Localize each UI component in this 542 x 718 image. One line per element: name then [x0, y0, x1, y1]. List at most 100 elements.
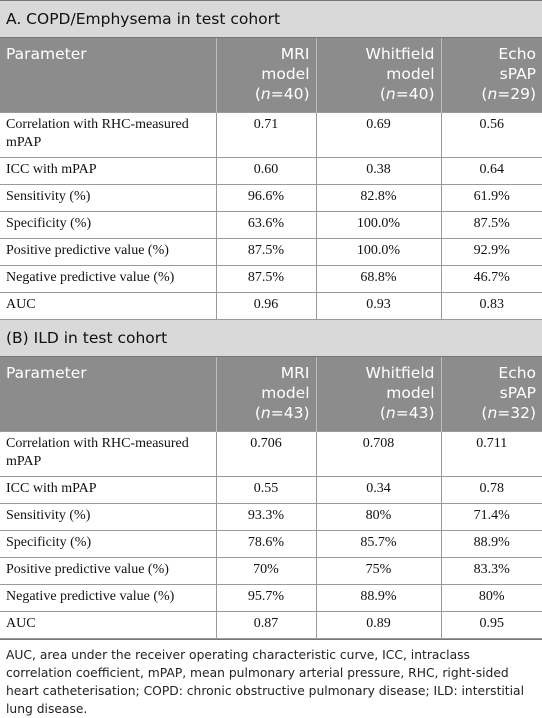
table-row: AUC 0.96 0.93 0.83	[0, 292, 542, 320]
row-value: 82.8%	[315, 184, 442, 212]
row-value: 0.55	[215, 476, 317, 504]
row-value: 0.34	[315, 476, 442, 504]
row-label: Positive predictive value (%)	[0, 238, 217, 266]
row-value: 61.9%	[440, 184, 542, 212]
header-line2: model	[261, 65, 310, 83]
header-line2: model	[261, 384, 310, 402]
row-value: 0.93	[315, 292, 442, 320]
header-n-label: n	[487, 85, 498, 103]
row-value: 0.706	[215, 431, 317, 477]
header-column: Echo sPAP (n=32)	[440, 356, 542, 432]
header-n-rest: =40)	[395, 85, 435, 103]
header-line1: Echo	[498, 364, 537, 382]
header-n-open: (	[254, 404, 261, 422]
header-n-open: (	[481, 404, 488, 422]
section-title-row: A. COPD/Emphysema in test cohort	[0, 0, 542, 38]
header-n-open: (	[379, 85, 386, 103]
row-value: 0.89	[315, 611, 442, 639]
table-row: Sensitivity (%) 93.3% 80% 71.4%	[0, 503, 542, 531]
row-value: 0.87	[215, 611, 317, 639]
header-row: Parameter MRI model (n=43) Whitfield model (n=…	[0, 356, 542, 432]
row-label: AUC	[0, 292, 217, 320]
row-value: 88.9%	[315, 584, 442, 612]
header-parameter: Parameter	[0, 37, 216, 113]
row-value: 80%	[440, 584, 542, 612]
row-value: 83.3%	[440, 557, 542, 585]
row-value: 0.60	[215, 157, 317, 185]
table-row: ICC with mPAP 0.60 0.38 0.64	[0, 157, 542, 185]
row-value: 70%	[215, 557, 317, 585]
row-value: 95.7%	[215, 584, 317, 612]
row-value: 0.95	[440, 611, 542, 639]
row-label: Positive predictive value (%)	[0, 557, 217, 585]
row-label: Correlation with RHC-measured mPAP	[0, 431, 217, 477]
row-label: Specificity (%)	[0, 211, 217, 239]
row-value: 0.56	[440, 112, 542, 158]
header-n-label: n	[385, 85, 396, 103]
header-row: Parameter MRI model (n=40) Whitfield model (n=…	[0, 37, 542, 113]
header-n-open: (	[481, 85, 488, 103]
header-n-label: n	[260, 404, 271, 422]
row-value: 0.711	[440, 431, 542, 477]
row-value: 87.5%	[215, 238, 317, 266]
header-parameter: Parameter	[0, 356, 216, 432]
header-column: MRI model (n=40)	[215, 37, 316, 113]
header-line2: sPAP	[499, 65, 537, 83]
row-value: 75%	[315, 557, 442, 585]
row-value: 0.64	[440, 157, 542, 185]
row-label: Correlation with RHC-measured mPAP	[0, 112, 217, 158]
row-value: 93.3%	[215, 503, 317, 531]
row-value: 85.7%	[315, 530, 442, 558]
header-n-rest: =29)	[497, 85, 537, 103]
row-value: 68.8%	[315, 265, 442, 293]
row-value: 0.69	[315, 112, 442, 158]
header-column: Whitfield model (n=40)	[315, 37, 441, 113]
row-label: Negative predictive value (%)	[0, 584, 217, 612]
row-value: 0.38	[315, 157, 442, 185]
table-row: Negative predictive value (%) 87.5% 68.8% 4…	[0, 265, 542, 293]
header-column: Echo sPAP (n=29)	[440, 37, 542, 113]
table-row: Positive predictive value (%) 87.5% 100.0%…	[0, 238, 542, 266]
header-n-rest: =40)	[270, 85, 310, 103]
header-n-label: n	[385, 404, 396, 422]
table-row: Negative predictive value (%) 95.7% 88.9% 8…	[0, 584, 542, 612]
row-value: 92.9%	[440, 238, 542, 266]
header-n: (n=40)	[223, 84, 310, 104]
row-label: Sensitivity (%)	[0, 503, 217, 531]
header-n-rest: =43)	[395, 404, 435, 422]
row-label: AUC	[0, 611, 217, 639]
row-value: 0.71	[215, 112, 317, 158]
row-label: ICC with mPAP	[0, 476, 217, 504]
row-value: 80%	[315, 503, 442, 531]
row-label: ICC with mPAP	[0, 157, 217, 185]
row-value: 46.7%	[440, 265, 542, 293]
header-n-open: (	[379, 404, 386, 422]
row-value: 0.78	[440, 476, 542, 504]
row-value: 100.0%	[315, 238, 442, 266]
header-line1: MRI	[280, 364, 310, 382]
row-value: 96.6%	[215, 184, 317, 212]
row-value: 87.5%	[215, 265, 317, 293]
table-row: Positive predictive value (%) 70% 75% 83.3%	[0, 557, 542, 585]
results-table: A. COPD/Emphysema in test cohort Paramete…	[0, 0, 542, 639]
header-n: (n=29)	[448, 84, 537, 104]
row-value: 0.708	[315, 431, 442, 477]
section-title: (B) ILD in test cohort	[0, 319, 542, 357]
row-value: 87.5%	[440, 211, 542, 239]
header-line1: MRI	[280, 45, 310, 63]
header-n-rest: =32)	[497, 404, 537, 422]
section-title: A. COPD/Emphysema in test cohort	[0, 0, 542, 38]
row-value: 0.83	[440, 292, 542, 320]
header-n: (n=40)	[323, 84, 435, 104]
section-title-row: (B) ILD in test cohort	[0, 319, 542, 357]
table-row: Specificity (%) 78.6% 85.7% 88.9%	[0, 530, 542, 558]
row-label: Specificity (%)	[0, 530, 217, 558]
row-value: 0.96	[215, 292, 317, 320]
header-n-label: n	[260, 85, 271, 103]
header-line1: Echo	[498, 45, 537, 63]
row-value: 88.9%	[440, 530, 542, 558]
header-n: (n=43)	[323, 403, 435, 423]
row-value: 71.4%	[440, 503, 542, 531]
header-column: Whitfield model (n=43)	[315, 356, 441, 432]
